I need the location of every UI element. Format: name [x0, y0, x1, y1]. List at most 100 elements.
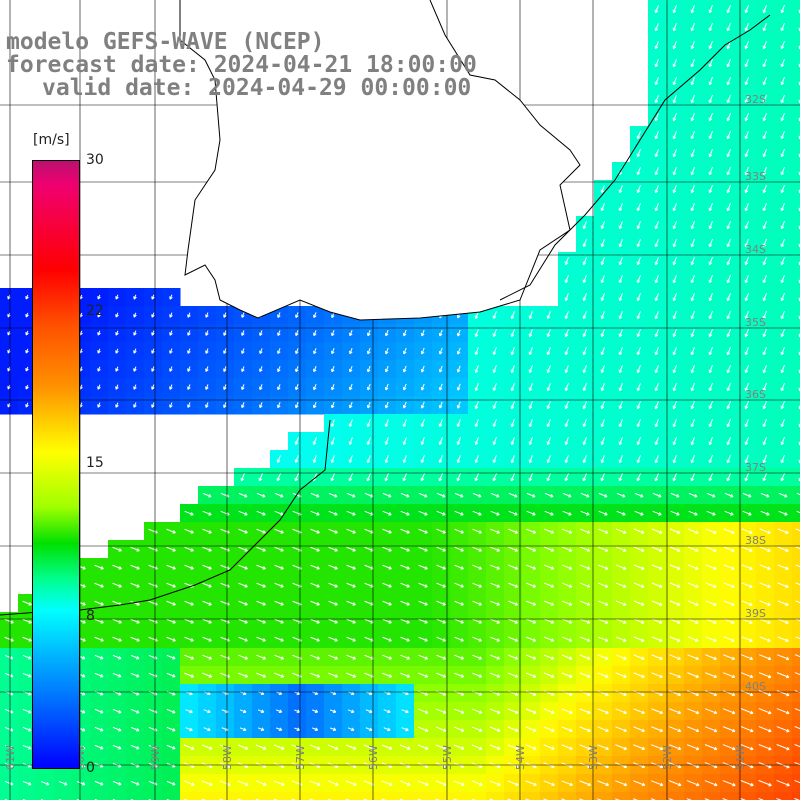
wind-arrow	[706, 492, 716, 498]
wind-arrow	[148, 744, 158, 750]
wind-arrow	[274, 546, 284, 552]
wind-arrow	[722, 744, 736, 751]
wind-arrow	[472, 510, 482, 516]
wind-cell	[666, 792, 685, 800]
wind-arrow	[187, 402, 191, 408]
wind-arrow	[726, 419, 731, 428]
wind-arrow	[778, 510, 788, 516]
wind-arrow	[600, 239, 605, 248]
wind-cell	[792, 18, 800, 37]
wind-arrow	[654, 347, 659, 356]
wind-arrow	[274, 618, 284, 624]
wind-arrow	[760, 492, 770, 498]
wind-arrow	[472, 654, 483, 660]
wind-arrow	[636, 383, 641, 392]
wind-arrow	[704, 726, 718, 733]
wind-arrow	[741, 636, 753, 642]
wind-arrow	[597, 708, 609, 714]
wind-arrow	[345, 780, 357, 786]
lat-label: 39S	[745, 607, 766, 620]
wind-arrow	[256, 564, 266, 570]
wind-arrow	[740, 690, 754, 697]
wind-arrow	[759, 582, 771, 588]
wind-arrow	[564, 365, 569, 374]
wind-arrow	[402, 365, 407, 373]
wind-arrow	[705, 600, 717, 606]
wind-arrow	[744, 347, 749, 356]
wind-arrow	[130, 618, 140, 624]
wind-arrow	[241, 312, 245, 318]
wind-arrow	[256, 510, 266, 516]
wind-cell	[792, 288, 800, 307]
wind-cell	[72, 792, 91, 800]
wind-arrow	[420, 472, 426, 482]
wind-arrow	[633, 690, 645, 697]
wind-arrow	[762, 113, 767, 122]
wind-arrow	[438, 419, 443, 428]
wind-arrow	[561, 690, 573, 696]
wind-arrow	[474, 455, 479, 464]
wind-arrow	[690, 472, 696, 482]
wind-arrow	[579, 780, 592, 787]
wind-arrow	[202, 654, 213, 660]
wind-arrow	[726, 203, 731, 212]
wind-arrow	[453, 780, 465, 786]
wind-arrow	[762, 149, 767, 158]
wind-arrow	[151, 330, 155, 336]
wind-arrow	[454, 636, 464, 642]
wind-arrow	[780, 59, 785, 68]
wind-arrow	[223, 366, 227, 372]
wind-arrow	[776, 708, 790, 715]
wind-arrow	[238, 636, 248, 642]
wind-arrow	[166, 672, 176, 678]
wind-arrow	[456, 383, 461, 391]
wind-arrow	[672, 455, 677, 464]
wind-arrow	[561, 708, 573, 714]
wind-arrow	[115, 330, 119, 336]
wind-arrow	[436, 600, 446, 606]
wind-arrow	[744, 149, 749, 158]
title-forecast-date: forecast date: 2024-04-21 18:00:00	[6, 52, 477, 78]
lat-label: 35S	[745, 316, 766, 329]
wind-arrow	[780, 401, 785, 410]
wind-arrow	[4, 780, 14, 786]
wind-arrow	[723, 546, 735, 552]
wind-arrow	[615, 690, 627, 696]
wind-arrow	[130, 726, 140, 732]
wind-arrow	[597, 636, 609, 642]
wind-arrow	[740, 672, 754, 679]
wind-arrow	[277, 330, 281, 337]
wind-arrow	[690, 167, 695, 176]
wind-arrow	[330, 383, 335, 391]
wind-arrow	[310, 618, 320, 624]
wind-arrow	[310, 654, 321, 660]
wind-arrow	[741, 564, 753, 570]
wind-arrow	[492, 472, 498, 482]
wind-arrow	[654, 437, 659, 446]
wind-arrow	[4, 654, 14, 660]
wind-arrow	[508, 654, 519, 660]
wind-arrow	[544, 564, 555, 570]
wind-arrow	[546, 383, 551, 392]
wind-arrow	[420, 365, 425, 373]
wind-arrow	[708, 347, 713, 356]
wind-arrow	[526, 564, 537, 570]
wind-arrow	[780, 185, 785, 194]
wind-arrow	[780, 221, 785, 230]
wind-arrow	[454, 654, 465, 660]
wind-arrow	[508, 528, 519, 534]
wind-arrow	[564, 311, 569, 320]
wind-arrow	[762, 41, 767, 50]
wind-arrow	[654, 383, 659, 392]
wind-arrow	[634, 492, 644, 498]
wind-arrow	[597, 798, 602, 800]
wind-arrow	[97, 366, 101, 372]
wind-arrow	[418, 546, 428, 552]
wind-arrow	[436, 672, 447, 678]
wind-arrow	[474, 472, 480, 482]
wind-arrow	[632, 780, 646, 787]
wind-arrow	[600, 383, 605, 392]
wind-cell	[792, 180, 800, 199]
wind-arrow	[582, 365, 587, 374]
wind-arrow	[525, 672, 537, 678]
